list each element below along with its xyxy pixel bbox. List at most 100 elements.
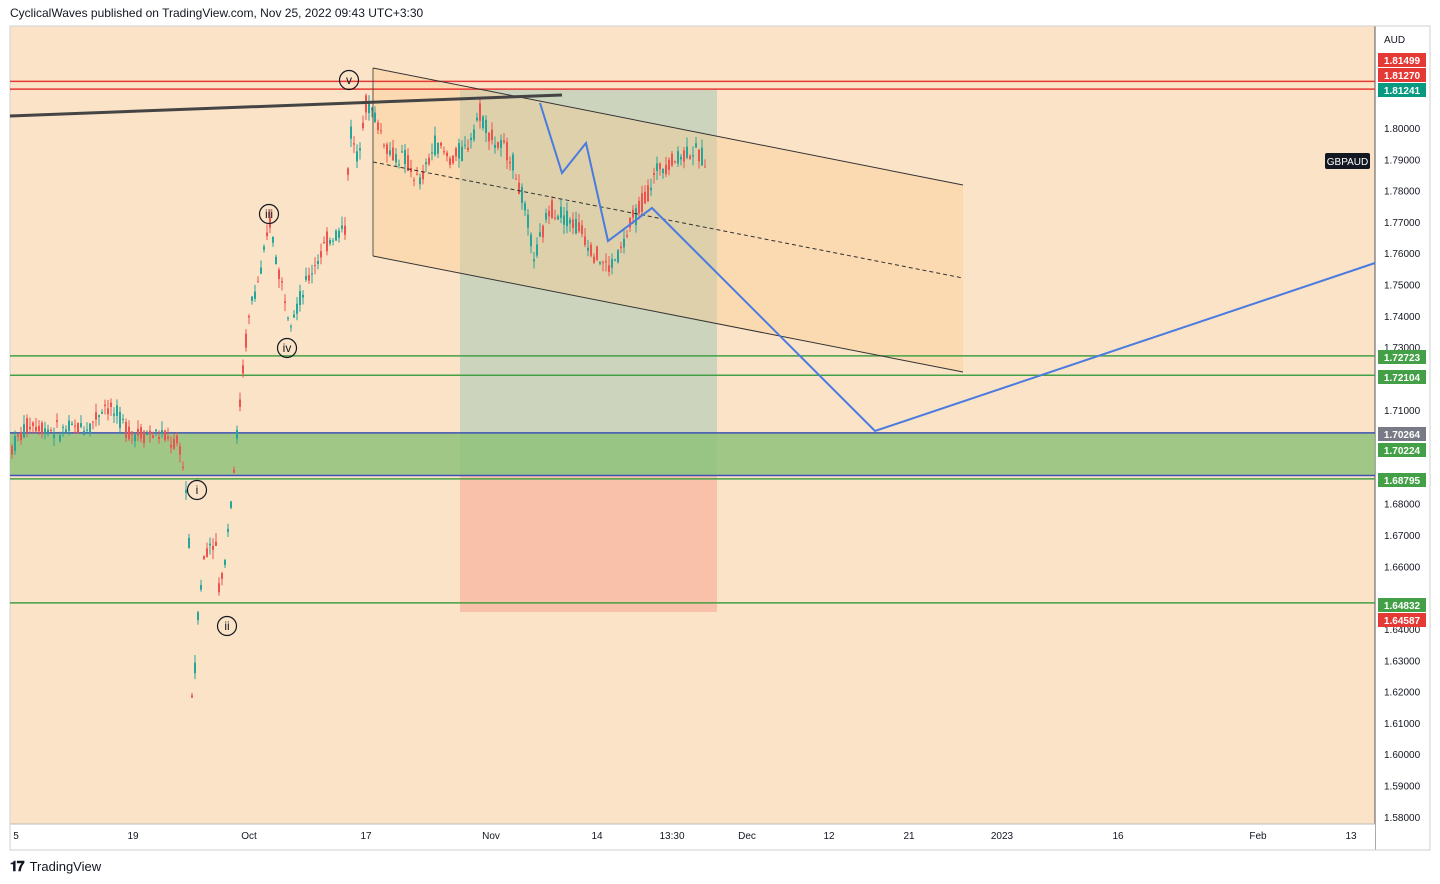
candle-body[interactable] [203, 556, 205, 560]
candle-body[interactable] [125, 421, 127, 438]
candle-body[interactable] [425, 162, 427, 165]
candle-body[interactable] [71, 423, 73, 426]
candle-body[interactable] [116, 405, 118, 416]
candle-body[interactable] [77, 422, 79, 434]
candle-body[interactable] [101, 412, 103, 414]
candle-body[interactable] [86, 429, 88, 431]
candle-body[interactable] [578, 222, 580, 232]
candle-body[interactable] [284, 301, 286, 303]
candle-body[interactable] [278, 269, 280, 280]
candle-body[interactable] [344, 225, 346, 235]
candle-body[interactable] [692, 155, 694, 157]
candle-body[interactable] [230, 501, 232, 508]
candle-body[interactable] [602, 262, 604, 264]
candle-body[interactable] [635, 208, 637, 226]
candle-body[interactable] [542, 225, 544, 238]
candle-body[interactable] [173, 438, 175, 449]
candle-body[interactable] [632, 209, 634, 218]
price-tag[interactable] [1378, 83, 1426, 97]
candle-body[interactable] [497, 141, 499, 148]
candle-body[interactable] [35, 426, 37, 432]
tradingview-logo-icon[interactable]: 𝟏𝟕 [10, 858, 25, 874]
candle-body[interactable] [590, 244, 592, 256]
candle-body[interactable] [119, 411, 121, 429]
candle-body[interactable] [308, 275, 310, 281]
candle-body[interactable] [14, 436, 16, 452]
candle-body[interactable] [221, 573, 223, 579]
candle-body[interactable] [272, 236, 274, 243]
candle-body[interactable] [260, 267, 262, 274]
wave-label-circle[interactable] [258, 203, 280, 225]
candle-body[interactable] [524, 203, 526, 211]
wave-label-circle[interactable] [186, 479, 208, 501]
candle-body[interactable] [305, 275, 307, 280]
long-position-loss-zone[interactable] [460, 476, 717, 612]
candle-body[interactable] [401, 151, 403, 153]
candle-body[interactable] [407, 155, 409, 171]
candle-body[interactable] [323, 241, 325, 244]
candle-body[interactable] [530, 234, 532, 247]
candle-body[interactable] [611, 258, 613, 268]
candle-body[interactable] [23, 424, 25, 438]
candle-body[interactable] [539, 232, 541, 237]
candle-body[interactable] [347, 168, 349, 175]
candle-body[interactable] [146, 433, 148, 436]
candle-body[interactable] [191, 695, 193, 698]
candle-body[interactable] [437, 142, 439, 154]
candle-body[interactable] [95, 412, 97, 420]
candle-body[interactable] [596, 246, 598, 260]
candle-body[interactable] [587, 247, 589, 251]
candle-body[interactable] [668, 159, 670, 170]
candle-body[interactable] [629, 218, 631, 228]
candle-body[interactable] [293, 314, 295, 318]
price-tag[interactable] [1378, 598, 1426, 612]
candle-body[interactable] [137, 428, 139, 436]
candle-body[interactable] [650, 187, 652, 191]
candle-body[interactable] [374, 112, 376, 123]
candle-body[interactable] [368, 102, 370, 114]
candle-body[interactable] [662, 168, 664, 174]
candle-body[interactable] [20, 432, 22, 441]
candle-body[interactable] [224, 560, 226, 566]
projection-path[interactable] [539, 102, 1376, 433]
candle-body[interactable] [335, 230, 337, 241]
candle-body[interactable] [614, 259, 616, 261]
candle-body[interactable] [143, 431, 145, 444]
candle-body[interactable] [452, 155, 454, 164]
candle-body[interactable] [377, 122, 379, 131]
candle-body[interactable] [233, 469, 235, 473]
candle-body[interactable] [599, 261, 601, 264]
candle-body[interactable] [455, 148, 457, 157]
candle-body[interactable] [59, 435, 61, 441]
candle-body[interactable] [593, 256, 595, 263]
candle-body[interactable] [269, 216, 271, 228]
candle-body[interactable] [389, 150, 391, 155]
candle-body[interactable] [287, 318, 289, 320]
candle-body[interactable] [50, 430, 52, 432]
candle-body[interactable] [149, 430, 151, 435]
candle-body[interactable] [365, 95, 367, 113]
candle-body[interactable] [83, 430, 85, 436]
candle-body[interactable] [320, 251, 322, 258]
candle-body[interactable] [212, 545, 214, 550]
candle-body[interactable] [329, 239, 331, 244]
candle-body[interactable] [443, 151, 445, 153]
price-tag[interactable] [1378, 53, 1426, 67]
candle-body[interactable] [359, 148, 361, 151]
candle-body[interactable] [566, 210, 568, 227]
candle-body[interactable] [434, 135, 436, 155]
candle-body[interactable] [62, 426, 64, 428]
candle-body[interactable] [167, 436, 169, 439]
candle-body[interactable] [656, 163, 658, 171]
candle-body[interactable] [341, 225, 343, 229]
candle-body[interactable] [176, 435, 178, 444]
candle-body[interactable] [653, 173, 655, 175]
candle-body[interactable] [89, 423, 91, 433]
candle-body[interactable] [206, 548, 208, 557]
candle-body[interactable] [152, 435, 154, 438]
candle-body[interactable] [506, 141, 508, 161]
candle-body[interactable] [56, 420, 58, 422]
candle-body[interactable] [29, 426, 31, 430]
candle-body[interactable] [53, 434, 55, 438]
